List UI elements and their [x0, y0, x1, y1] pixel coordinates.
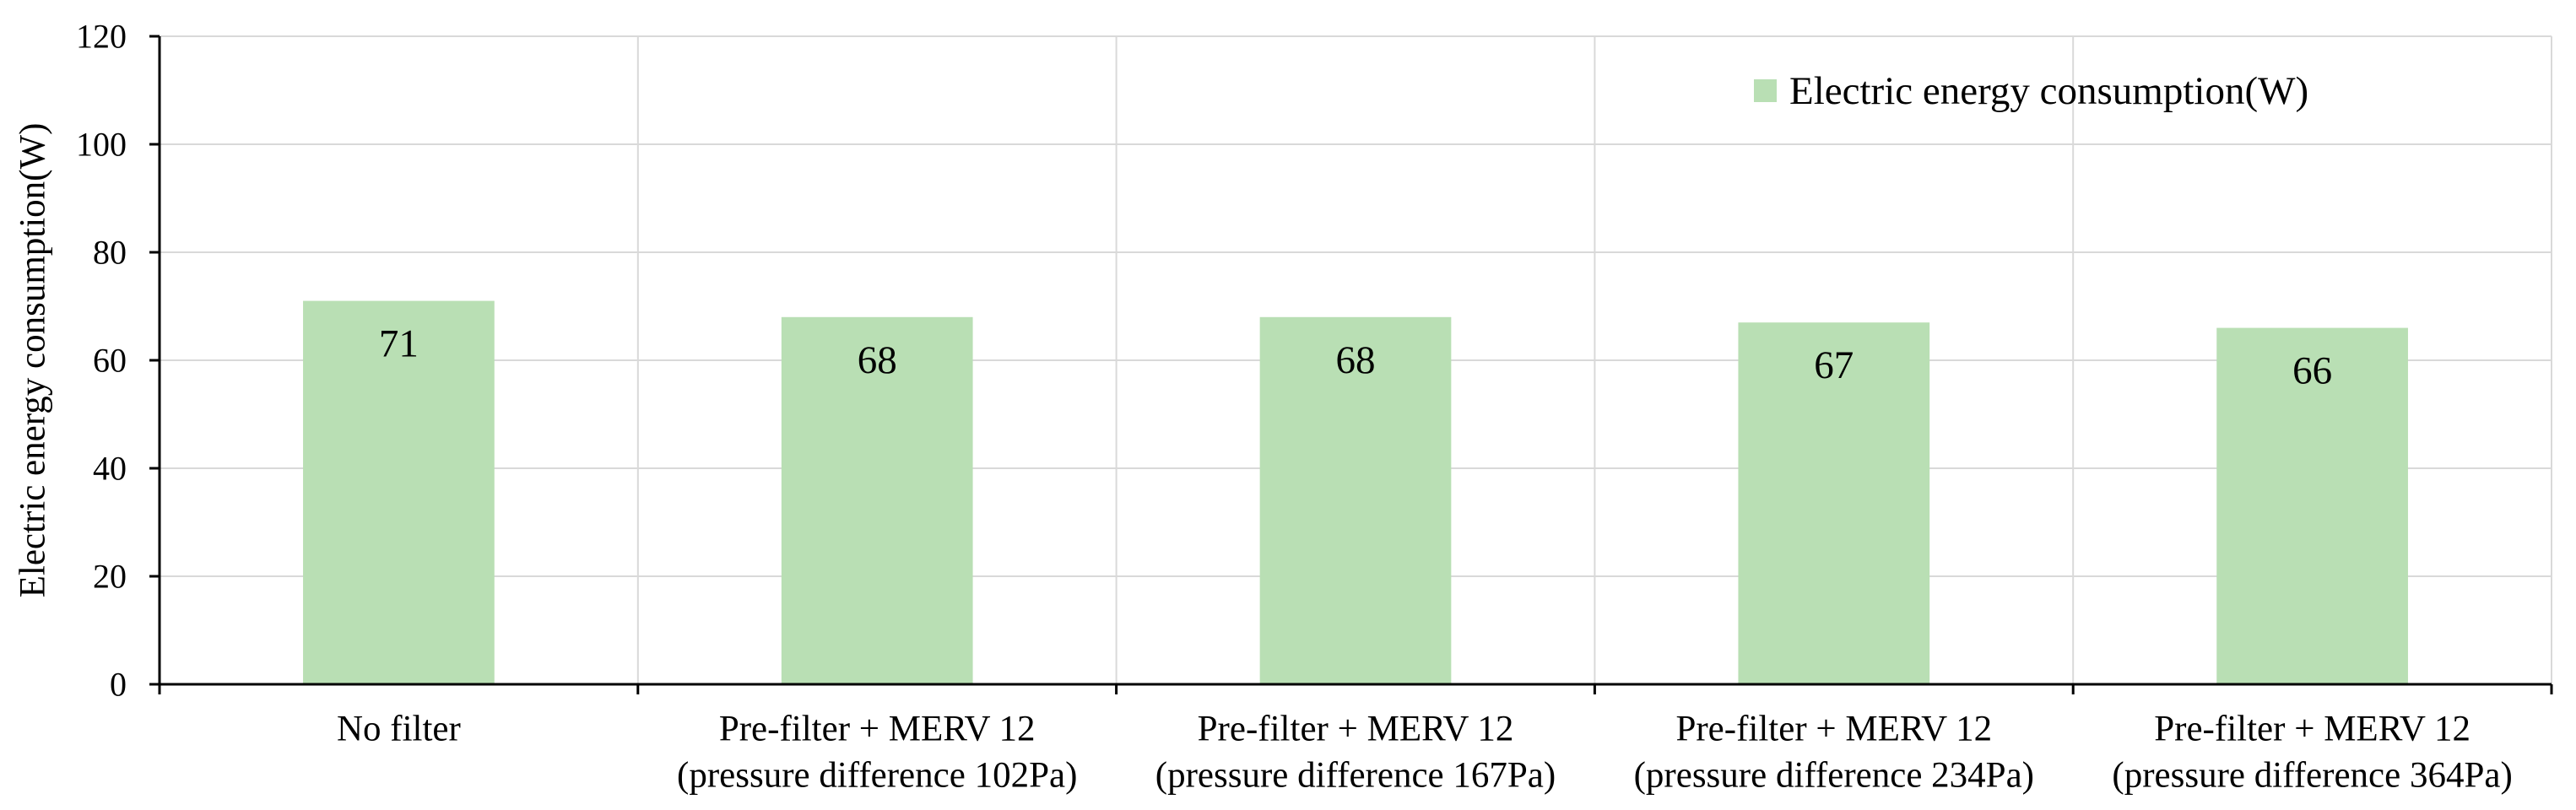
y-axis-title: Electric energy consumption(W) [14, 123, 53, 598]
y-tick-label: 40 [93, 450, 127, 488]
data-label: 66 [2292, 349, 2332, 393]
y-tick-label: 100 [76, 126, 127, 164]
category-label: Pre-filter + MERV 12 [2154, 710, 2470, 749]
category-label: (pressure difference 364Pa) [2112, 756, 2512, 796]
legend-swatch [1754, 79, 1777, 102]
bar [303, 300, 495, 684]
y-tick-label: 120 [76, 18, 127, 56]
y-tick-label: 20 [93, 558, 127, 596]
category-label: Pre-filter + MERV 12 [719, 710, 1036, 749]
category-label: (pressure difference 234Pa) [1634, 756, 2034, 796]
x-axis-ticks [158, 684, 2553, 694]
y-tick-label: 0 [110, 666, 127, 704]
data-label: 71 [379, 322, 419, 366]
bar [2216, 327, 2408, 684]
data-labels: 71 68 68 67 66 [379, 322, 2332, 393]
category-label: Pre-filter + MERV 12 [1198, 710, 1514, 749]
y-tick-label: 80 [93, 234, 127, 272]
bars [303, 300, 2408, 684]
category-label: No filter [337, 710, 461, 749]
bar [1738, 322, 1930, 684]
legend: Electric energy consumption(W) [1754, 69, 2308, 113]
legend-label: Electric energy consumption(W) [1789, 69, 2308, 113]
data-label: 67 [1814, 343, 1854, 387]
category-label: (pressure difference 102Pa) [677, 756, 1077, 796]
bar [1259, 316, 1452, 684]
category-label: (pressure difference 167Pa) [1155, 756, 1556, 796]
y-tick-label: 60 [93, 342, 127, 380]
category-labels: No filter Pre-filter + MERV 12 (pressure d… [337, 710, 2513, 796]
category-label: Pre-filter + MERV 12 [1675, 710, 1992, 749]
data-label: 68 [858, 338, 897, 382]
data-label: 68 [1336, 338, 1376, 382]
y-axis-ticks: 0 20 40 60 80 100 120 [76, 18, 160, 704]
bar [781, 316, 973, 684]
